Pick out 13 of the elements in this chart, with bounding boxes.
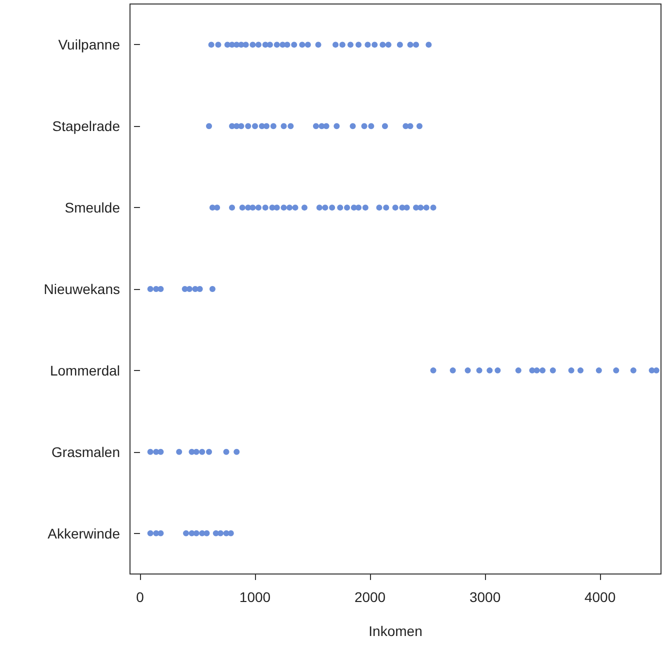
y-tick-label: Nieuwekans (44, 281, 120, 297)
x-tick-label: 0 (136, 589, 144, 605)
y-tick-label: Stapelrade (52, 118, 120, 134)
y-tick-label: Vuilpanne (58, 36, 120, 53)
x-tick-label: 3000 (469, 589, 501, 605)
y-tick-label: Grasmalen (52, 444, 120, 460)
x-tick-label: 2000 (354, 589, 386, 605)
y-tick-label: Smeulde (64, 200, 120, 216)
x-tick-label: 4000 (584, 589, 616, 605)
x-axis-title: Inkomen (368, 623, 422, 639)
y-tick-label: Lommerdal (50, 362, 120, 378)
x-tick-label: 1000 (239, 589, 271, 605)
y-tick-label: Akkerwinde (48, 525, 120, 542)
